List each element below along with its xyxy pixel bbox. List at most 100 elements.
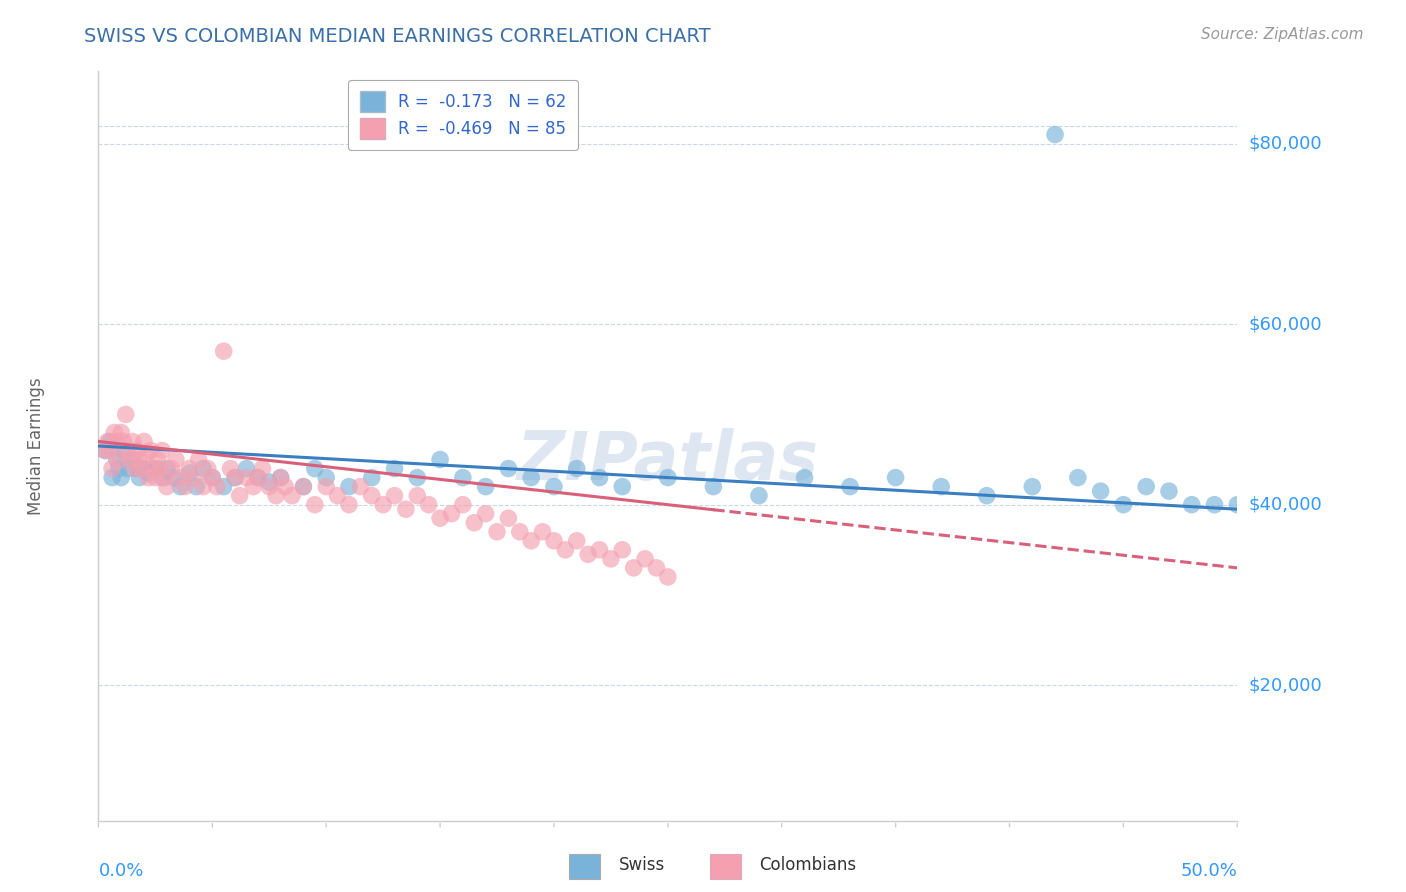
Point: [105, 452, 128, 467]
Point: [429, 511, 451, 525]
Point: [108, 461, 131, 475]
Point: [235, 470, 257, 484]
Point: [543, 480, 565, 494]
Point: [554, 542, 576, 557]
Point: [565, 461, 588, 475]
Point: [145, 461, 167, 475]
Point: [451, 498, 474, 512]
Point: [127, 443, 149, 458]
Text: 50.0%: 50.0%: [1181, 863, 1237, 880]
Point: [179, 461, 201, 475]
Point: [264, 489, 287, 503]
Point: [929, 480, 952, 494]
Point: [128, 470, 150, 484]
Point: [145, 470, 167, 484]
Point: [543, 533, 565, 548]
Point: [96, 434, 118, 449]
Point: [1090, 484, 1112, 499]
Point: [101, 461, 124, 475]
Legend: R =  -0.173   N = 62, R =  -0.469   N = 85: R = -0.173 N = 62, R = -0.469 N = 85: [347, 79, 578, 151]
Point: [156, 461, 179, 475]
Point: [224, 470, 246, 484]
Point: [103, 425, 125, 440]
Point: [429, 452, 451, 467]
Point: [406, 470, 429, 484]
Point: [486, 524, 509, 539]
Point: [451, 470, 474, 484]
Point: [384, 461, 406, 475]
Point: [371, 498, 394, 512]
Point: [634, 552, 657, 566]
Point: [162, 470, 184, 484]
Point: [98, 443, 121, 458]
Point: [1112, 498, 1135, 512]
Point: [1135, 480, 1157, 494]
Point: [142, 461, 165, 475]
Point: [212, 344, 235, 359]
Point: [463, 516, 485, 530]
Point: [252, 461, 274, 475]
Point: [281, 489, 304, 503]
Point: [146, 452, 169, 467]
Text: Source: ZipAtlas.com: Source: ZipAtlas.com: [1201, 27, 1364, 42]
Point: [149, 461, 172, 475]
Point: [259, 480, 281, 494]
Point: [292, 480, 315, 494]
Point: [259, 475, 281, 489]
Point: [600, 552, 623, 566]
Point: [406, 489, 429, 503]
Point: [509, 524, 531, 539]
Point: [165, 452, 187, 467]
Point: [292, 480, 315, 494]
Point: [197, 461, 219, 475]
Text: $40,000: $40,000: [1249, 496, 1322, 514]
Point: [112, 434, 135, 449]
Point: [105, 434, 128, 449]
Point: [193, 480, 215, 494]
Point: [201, 470, 224, 484]
Point: [793, 470, 815, 484]
Point: [212, 480, 235, 494]
Point: [418, 498, 440, 512]
Text: 0.0%: 0.0%: [98, 863, 143, 880]
Point: [224, 470, 246, 484]
Point: [576, 547, 599, 561]
Point: [1157, 484, 1180, 499]
Point: [1067, 470, 1090, 484]
Point: [623, 561, 645, 575]
Point: [657, 470, 679, 484]
Text: $80,000: $80,000: [1249, 135, 1322, 153]
Point: [337, 498, 360, 512]
Point: [1181, 498, 1204, 512]
Point: [349, 480, 371, 494]
Point: [153, 470, 176, 484]
Point: [110, 470, 132, 484]
Point: [315, 480, 337, 494]
Point: [156, 480, 179, 494]
Point: [839, 480, 862, 494]
Text: SWISS VS COLOMBIAN MEDIAN EARNINGS CORRELATION CHART: SWISS VS COLOMBIAN MEDIAN EARNINGS CORRE…: [84, 27, 711, 45]
Point: [531, 524, 554, 539]
Point: [976, 489, 998, 503]
Point: [135, 448, 157, 462]
Point: [124, 461, 146, 475]
Point: [183, 470, 205, 484]
Point: [304, 498, 326, 512]
Point: [1043, 128, 1066, 142]
Point: [138, 470, 160, 484]
Point: [179, 466, 201, 480]
Point: [645, 561, 668, 575]
Point: [94, 443, 117, 458]
Point: [150, 470, 173, 484]
Point: [1226, 498, 1249, 512]
Point: [1021, 480, 1043, 494]
Point: [121, 452, 143, 467]
Point: [121, 434, 143, 449]
Point: [270, 470, 292, 484]
Point: [132, 434, 155, 449]
Point: [186, 480, 208, 494]
Point: [612, 542, 634, 557]
Point: [169, 480, 191, 494]
Point: [201, 470, 224, 484]
Point: [588, 470, 610, 484]
